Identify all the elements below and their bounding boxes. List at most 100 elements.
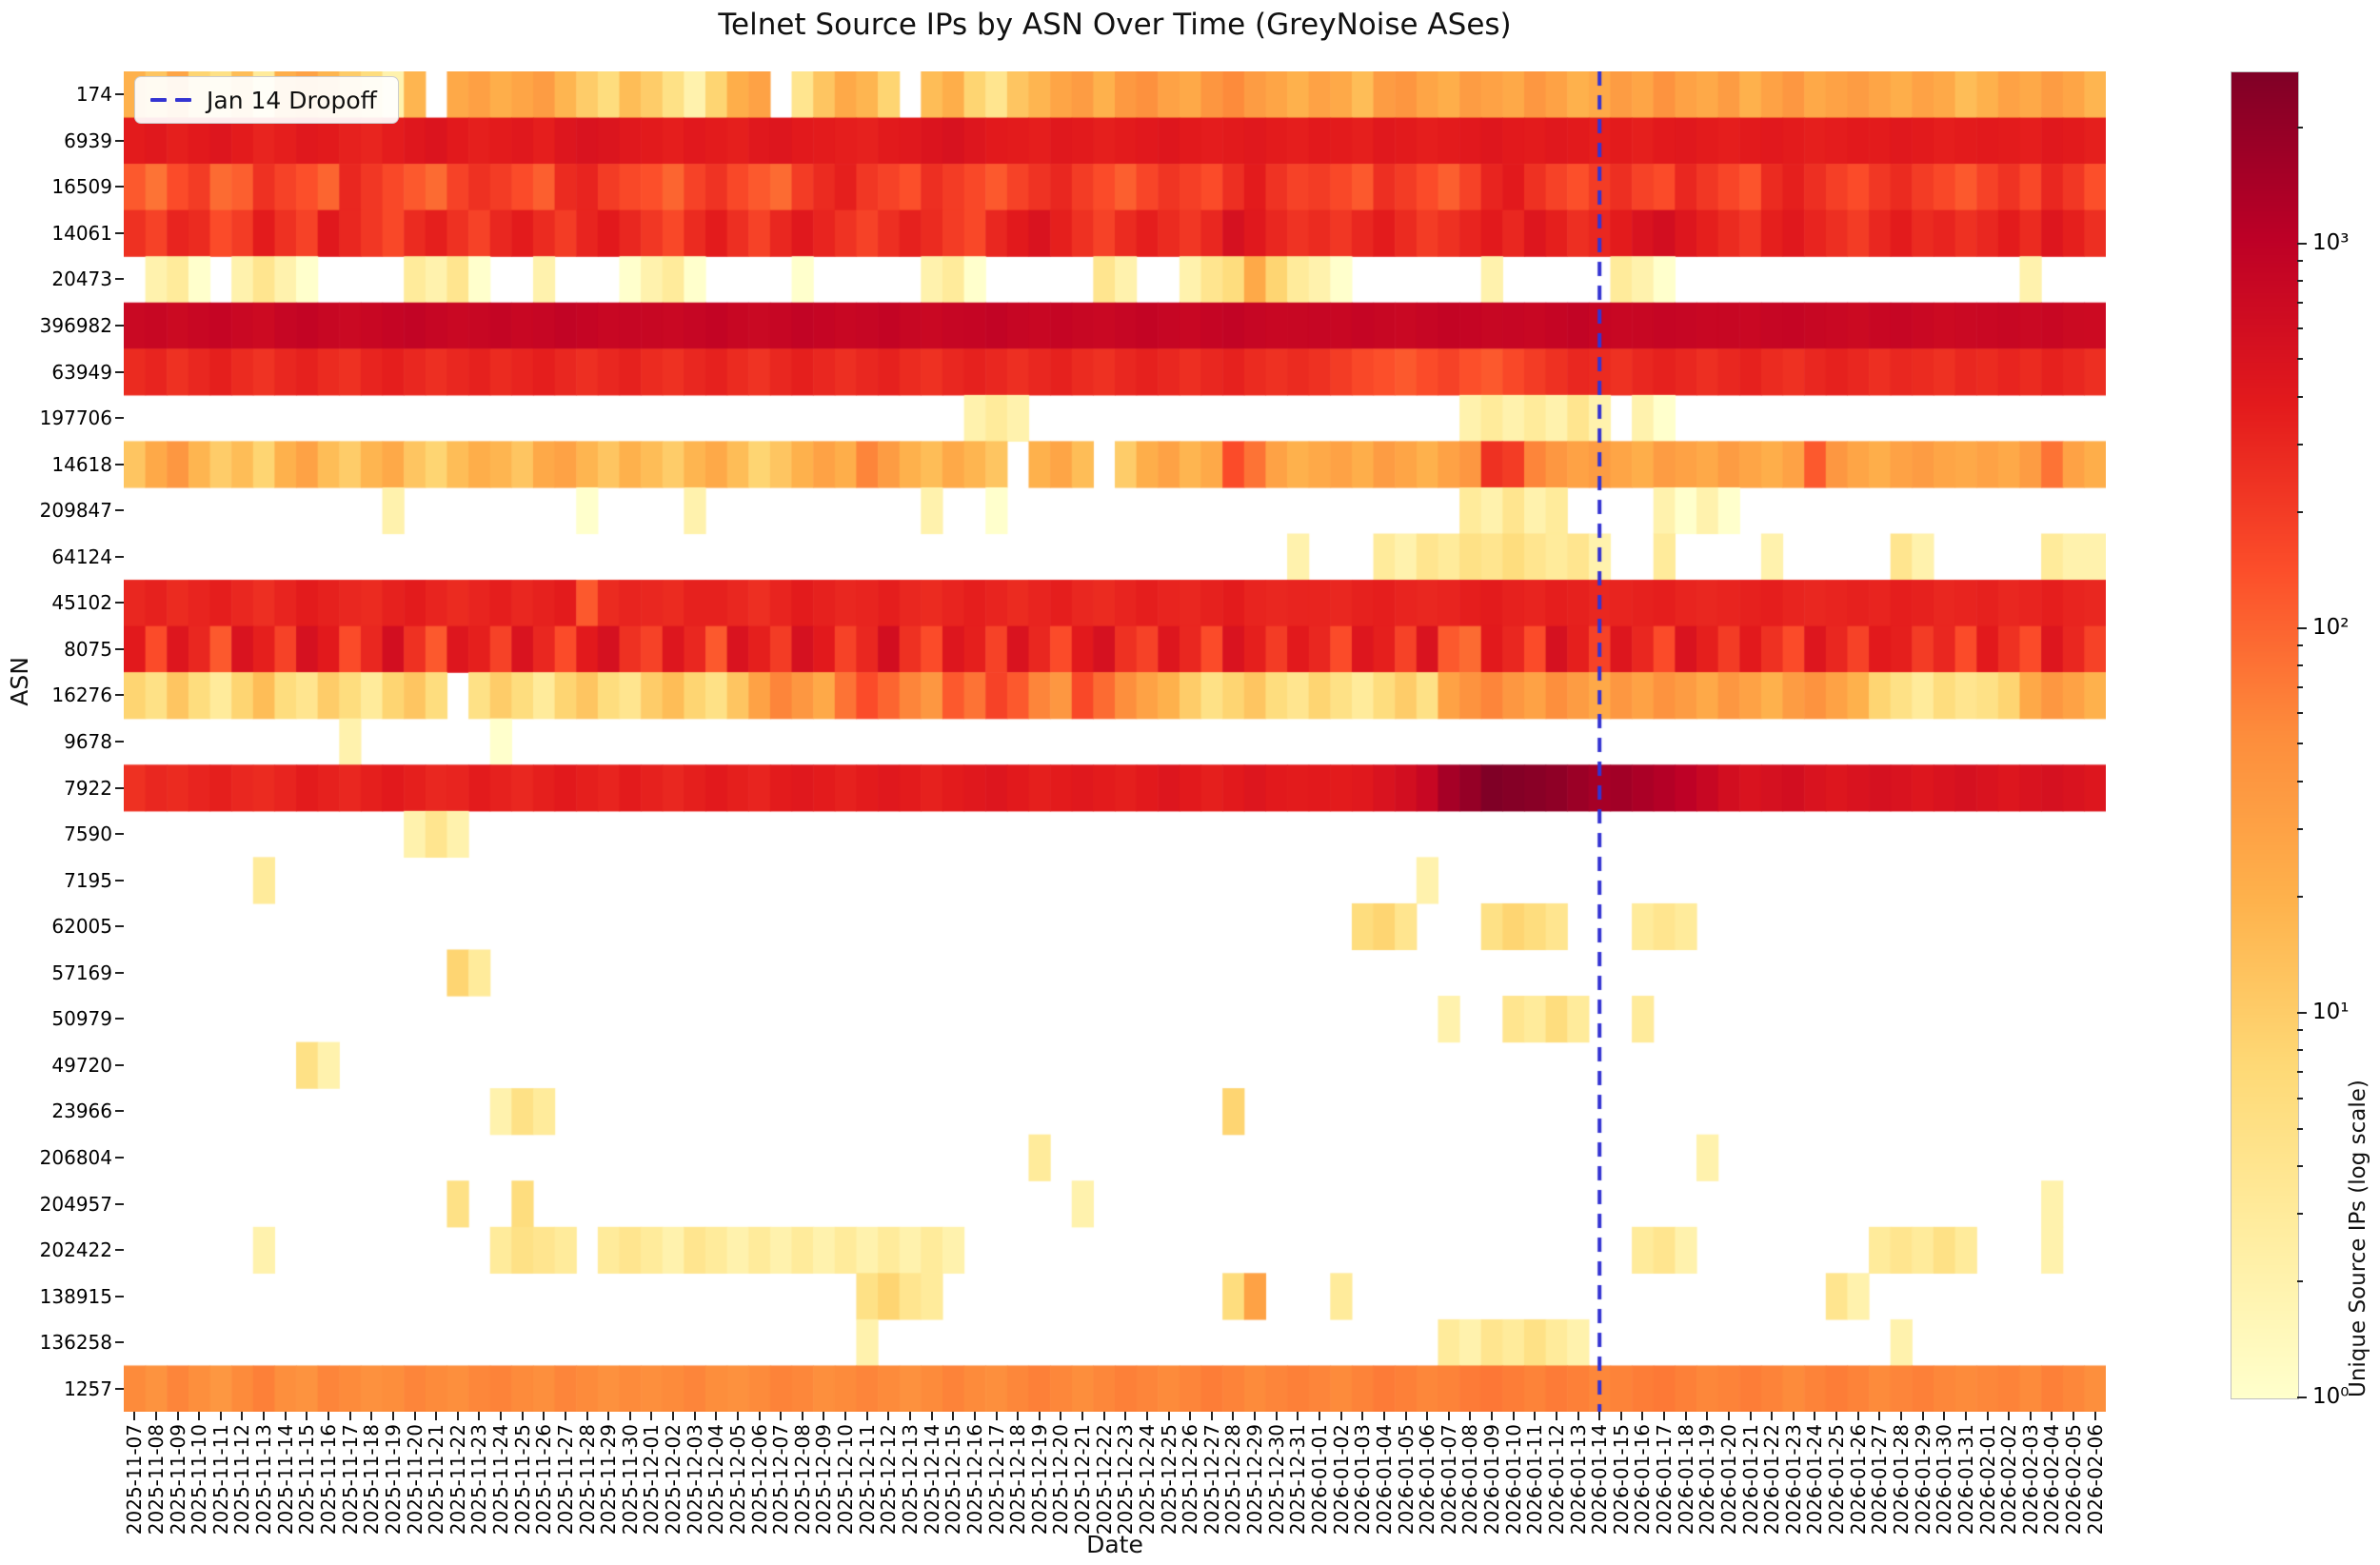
x-tick-label: 2025-12-30 xyxy=(1264,1424,1288,1535)
y-tick-mark xyxy=(115,971,124,974)
x-tick-mark xyxy=(413,1412,416,1420)
x-tick-mark xyxy=(628,1412,631,1420)
x-tick-label: 2025-12-19 xyxy=(1027,1424,1051,1535)
x-tick-label: 2025-12-01 xyxy=(640,1424,664,1535)
y-tick-label: 49720 xyxy=(51,1053,112,1077)
y-tick-mark xyxy=(115,93,124,96)
x-tick-label: 2026-01-27 xyxy=(1868,1424,1892,1535)
x-tick-mark xyxy=(1145,1412,1148,1420)
y-tick-label: 209847 xyxy=(39,499,112,523)
colorbar-minor-tick-mark xyxy=(2297,1164,2303,1167)
colorbar-tick-label: 10¹ xyxy=(2312,999,2350,1024)
y-tick-label: 8075 xyxy=(64,637,112,661)
x-tick-mark xyxy=(1232,1412,1235,1420)
colorbar-minor-tick-mark xyxy=(2297,1213,2303,1216)
x-tick-label: 2025-12-07 xyxy=(769,1424,793,1535)
y-tick-label: 50979 xyxy=(51,1007,112,1031)
x-tick-mark xyxy=(327,1412,329,1420)
x-tick-mark xyxy=(1663,1412,1666,1420)
x-tick-mark xyxy=(1964,1412,1967,1420)
x-tick-mark xyxy=(672,1412,675,1420)
x-tick-mark xyxy=(823,1412,825,1420)
y-tick-mark xyxy=(115,647,124,650)
x-tick-mark xyxy=(2008,1412,2011,1420)
x-tick-mark xyxy=(1706,1412,1709,1420)
x-tick-mark xyxy=(1598,1412,1601,1420)
x-tick-mark xyxy=(1943,1412,1946,1420)
x-tick-label: 2026-01-12 xyxy=(1544,1424,1568,1535)
x-tick-mark xyxy=(500,1412,503,1420)
colorbar-minor-tick-mark xyxy=(2297,664,2303,666)
x-tick-label: 2025-12-31 xyxy=(1286,1424,1310,1535)
colorbar-minor-tick-mark xyxy=(2297,395,2303,398)
x-tick-label: 2025-12-24 xyxy=(1135,1424,1159,1535)
colorbar-tick-label: 10² xyxy=(2312,614,2350,640)
x-tick-label: 2025-12-15 xyxy=(942,1424,965,1535)
x-tick-mark xyxy=(1060,1412,1062,1420)
x-tick-label: 2025-12-20 xyxy=(1049,1424,1073,1535)
y-tick-mark xyxy=(115,231,124,234)
x-tick-mark xyxy=(521,1412,524,1420)
x-tick-mark xyxy=(1167,1412,1170,1420)
colorbar-canvas xyxy=(2231,71,2299,1399)
x-tick-mark xyxy=(887,1412,890,1420)
x-tick-label: 2026-01-02 xyxy=(1329,1424,1353,1535)
y-tick-mark xyxy=(115,1063,124,1066)
y-tick-mark xyxy=(115,602,124,604)
y-tick-mark xyxy=(115,1018,124,1020)
x-tick-mark xyxy=(1361,1412,1364,1420)
colorbar-minor-tick-mark xyxy=(2297,302,2303,305)
x-tick-label: 2026-02-02 xyxy=(1997,1424,2021,1535)
x-tick-label: 2025-11-20 xyxy=(403,1424,426,1535)
x-tick-label: 2026-01-11 xyxy=(1523,1424,1547,1535)
x-tick-label: 2025-12-11 xyxy=(855,1424,879,1535)
x-tick-mark xyxy=(1210,1412,1213,1420)
colorbar-minor-tick-mark xyxy=(2297,327,2303,330)
y-tick-label: 64124 xyxy=(51,545,112,568)
x-tick-mark xyxy=(1382,1412,1385,1420)
x-tick-mark xyxy=(219,1412,222,1420)
colorbar-minor-tick-mark xyxy=(2297,1280,2303,1283)
x-tick-label: 2025-11-13 xyxy=(252,1424,276,1535)
x-tick-mark xyxy=(1081,1412,1084,1420)
y-tick-label: 174 xyxy=(75,83,112,107)
x-tick-label: 2026-01-25 xyxy=(1825,1424,1849,1535)
x-tick-label: 2026-01-26 xyxy=(1846,1424,1870,1535)
y-tick-label: 396982 xyxy=(39,314,112,338)
x-tick-label: 2026-01-18 xyxy=(1674,1424,1697,1535)
x-tick-mark xyxy=(284,1412,287,1420)
x-tick-mark xyxy=(176,1412,179,1420)
x-tick-label: 2026-01-31 xyxy=(1954,1424,1977,1535)
x-tick-mark xyxy=(1986,1412,1989,1420)
x-tick-label: 2026-01-21 xyxy=(1738,1424,1762,1535)
y-tick-mark xyxy=(115,786,124,789)
colorbar-tick-label: 10³ xyxy=(2312,229,2350,255)
x-tick-mark xyxy=(1641,1412,1644,1420)
x-tick-mark xyxy=(1426,1412,1429,1420)
colorbar-minor-tick-mark xyxy=(2297,780,2303,782)
y-tick-mark xyxy=(115,463,124,466)
x-tick-mark xyxy=(801,1412,803,1420)
x-tick-label: 2025-11-10 xyxy=(188,1424,211,1535)
y-tick-mark xyxy=(115,741,124,743)
colorbar-minor-tick-mark xyxy=(2297,127,2303,129)
x-tick-mark xyxy=(478,1412,481,1420)
colorbar-tick-mark xyxy=(2297,1011,2307,1014)
x-tick-label: 2025-11-29 xyxy=(597,1424,621,1535)
x-tick-label: 2025-11-19 xyxy=(381,1424,405,1535)
x-tick-label: 2026-01-30 xyxy=(1933,1424,1956,1535)
x-tick-mark xyxy=(306,1412,308,1420)
y-tick-mark xyxy=(115,186,124,188)
x-tick-mark xyxy=(1189,1412,1192,1420)
x-tick-mark xyxy=(391,1412,394,1420)
y-tick-label: 138915 xyxy=(39,1284,112,1308)
y-tick-mark xyxy=(115,139,124,142)
x-tick-mark xyxy=(1792,1412,1795,1420)
x-tick-label: 2025-11-09 xyxy=(166,1424,189,1535)
colorbar-minor-tick-mark xyxy=(2297,511,2303,514)
y-tick-label: 7922 xyxy=(64,776,112,800)
chart-title: Telnet Source IPs by ASN Over Time (Grey… xyxy=(718,8,1512,42)
x-tick-label: 2026-02-03 xyxy=(2018,1424,2042,1535)
y-tick-label: 6939 xyxy=(64,129,112,152)
x-tick-label: 2025-12-12 xyxy=(877,1424,901,1535)
